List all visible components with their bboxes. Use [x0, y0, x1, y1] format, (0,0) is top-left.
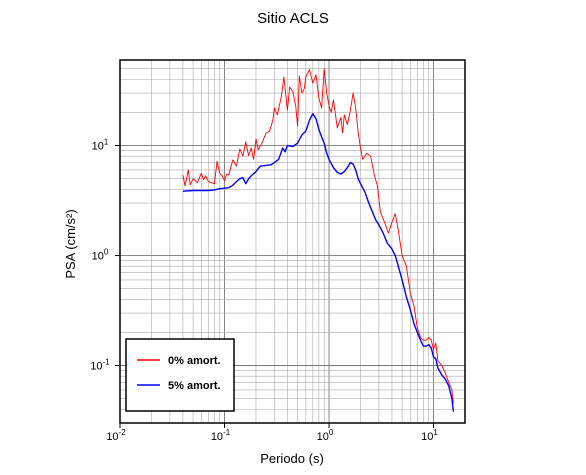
y-tick-exponent: 1 [104, 138, 109, 147]
legend-box [125, 338, 235, 412]
series-lines [182, 68, 455, 412]
chart-title: Sitio ACLS [257, 10, 329, 27]
x-tick-exponent: -1 [223, 428, 231, 437]
x-tick-label: 101 [421, 428, 438, 443]
y-tick-label: 101 [92, 138, 109, 153]
y-tick-exponent: -1 [103, 358, 111, 367]
x-tick-base: 10 [106, 431, 118, 443]
series-line-5-amort [182, 113, 455, 412]
y-tick-label: 10-1 [90, 358, 110, 373]
y-tick-label: 100 [92, 248, 109, 263]
x-tick-base: 10 [211, 431, 223, 443]
legend-label-5-amort: 5% amort. [168, 380, 221, 392]
y-tick-base: 10 [92, 141, 104, 153]
x-tick-label: 10-1 [211, 428, 231, 443]
x-tick-label: 10-2 [106, 428, 126, 443]
legend-label-0-amort: 0% amort. [168, 355, 221, 367]
x-tick-exponent: 1 [433, 428, 438, 437]
grid-lines [119, 59, 466, 424]
y-tick-base: 10 [90, 361, 102, 373]
y-tick-base: 10 [92, 251, 104, 263]
legend: 0% amort. 5% amort. [125, 338, 235, 412]
x-tick-label: 100 [317, 428, 334, 443]
x-tick-exponent: -2 [119, 428, 127, 437]
series-line-0-amort [182, 68, 454, 404]
x-axis-label: Periodo (s) [260, 451, 324, 466]
y-tick-exponent: 0 [104, 248, 109, 257]
x-tick-base: 10 [317, 431, 329, 443]
plot-frame [119, 59, 466, 424]
x-tick-base: 10 [421, 431, 433, 443]
x-tick-exponent: 0 [329, 428, 334, 437]
y-axis-label: PSA (cm/s²) [63, 209, 78, 278]
